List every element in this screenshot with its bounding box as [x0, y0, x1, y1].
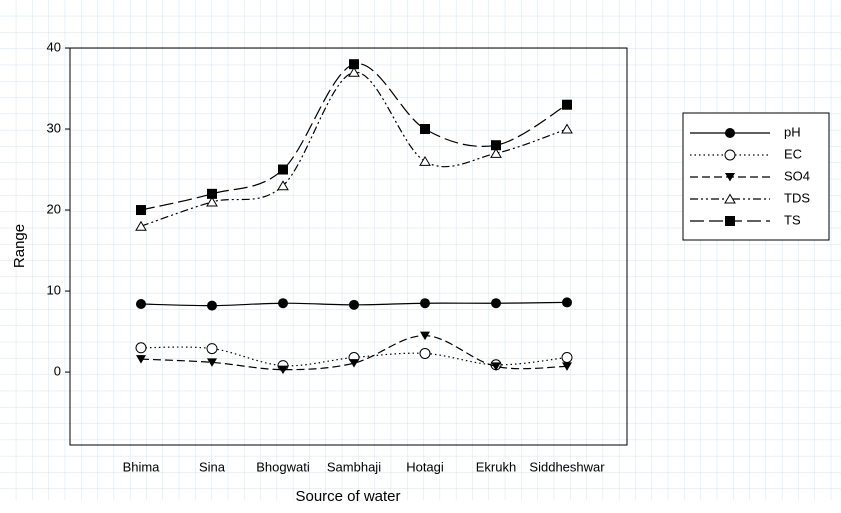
- y-tick-label: 40: [47, 39, 61, 54]
- marker: [491, 362, 501, 371]
- x-tick-label: Sambhaji: [327, 459, 381, 474]
- x-tick-label: Sina: [199, 459, 226, 474]
- legend-label: EC: [784, 146, 802, 161]
- x-tick-label: Siddheshwar: [529, 459, 605, 474]
- marker: [349, 299, 359, 310]
- marker: [420, 331, 430, 341]
- graph-paper: [0, 0, 841, 500]
- marker: [724, 193, 736, 204]
- marker: [206, 196, 218, 207]
- marker: [562, 362, 572, 371]
- plot-frame: [69, 47, 628, 446]
- marker: [490, 147, 502, 158]
- marker: [725, 216, 735, 226]
- marker: [561, 123, 573, 134]
- legend-label: SO4: [784, 168, 810, 183]
- marker: [562, 99, 572, 110]
- marker: [725, 128, 735, 138]
- legend-label: pH: [784, 124, 801, 139]
- y-tick-label: 0: [54, 364, 61, 379]
- marker: [562, 297, 572, 308]
- marker: [725, 173, 735, 182]
- marker: [278, 164, 288, 175]
- marker: [420, 124, 430, 135]
- y-tick-label: 10: [47, 282, 61, 297]
- y-tick-label: 30: [47, 120, 61, 135]
- marker: [277, 180, 289, 191]
- x-axis-title: Source of water: [295, 488, 400, 505]
- marker: [135, 220, 147, 231]
- marker: [278, 365, 288, 375]
- marker: [420, 298, 430, 309]
- marker: [135, 342, 147, 354]
- x-tick-label: Hotagi: [406, 459, 444, 474]
- marker: [278, 298, 288, 309]
- marker: [207, 358, 217, 367]
- marker: [136, 355, 146, 364]
- y-tick-label: 20: [47, 201, 61, 216]
- marker: [419, 347, 431, 359]
- x-tick-label: Ekrukh: [476, 459, 516, 474]
- marker: [136, 299, 146, 310]
- marker: [419, 155, 431, 166]
- marker: [491, 140, 501, 151]
- legend-label: TDS: [784, 190, 810, 205]
- x-tick-label: Bhogwati: [256, 459, 310, 474]
- marker: [491, 298, 501, 309]
- marker: [206, 343, 218, 355]
- marker: [349, 59, 359, 70]
- marker: [136, 205, 146, 216]
- marker: [561, 351, 573, 363]
- marker: [348, 66, 360, 77]
- marker: [207, 300, 217, 311]
- y-axis-title: Range: [11, 224, 28, 268]
- legend-label: TS: [784, 212, 801, 227]
- x-tick-label: Bhima: [123, 459, 161, 474]
- marker: [207, 188, 217, 199]
- marker: [724, 149, 736, 161]
- marker: [349, 359, 359, 368]
